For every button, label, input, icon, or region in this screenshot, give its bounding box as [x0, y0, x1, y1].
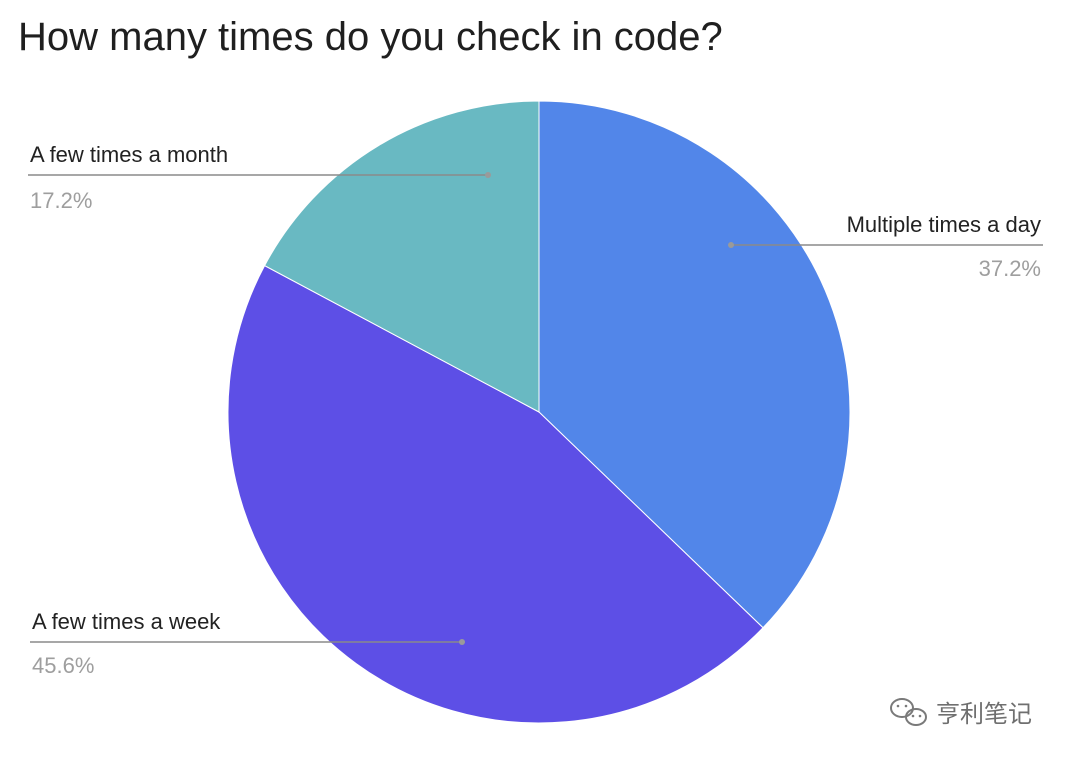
pie-slice-a-few-times-a-month — [263, 100, 540, 413]
pie-slices — [227, 100, 851, 724]
slice-label-a-few-times-a-month: A few times a month — [30, 142, 228, 167]
slice-value-multiple-times-a-day: 37.2% — [979, 256, 1041, 281]
pie-slice-multiple-times-a-day — [538, 100, 851, 629]
watermark-text: 亨利笔记 — [936, 700, 1032, 728]
slice-label-multiple-times-a-day: Multiple times a day — [847, 212, 1041, 237]
slice-label-a-few-times-a-week: A few times a week — [32, 609, 221, 634]
pie-slice-a-few-times-a-week — [227, 264, 764, 724]
pie-labels: Multiple times a day 37.2% A few times a w… — [28, 142, 1043, 678]
chart-title: How many times do you check in code? — [18, 15, 723, 59]
leader-dot-multiple-times-a-day — [728, 242, 734, 248]
leader-dot-a-few-times-a-week — [459, 639, 465, 645]
slice-value-a-few-times-a-week: 45.6% — [32, 653, 94, 678]
leader-dot-a-few-times-a-month — [485, 172, 491, 178]
wechat-icon — [890, 698, 927, 726]
watermark: 亨利笔记 — [890, 698, 1032, 728]
slice-value-a-few-times-a-month: 17.2% — [30, 188, 92, 213]
